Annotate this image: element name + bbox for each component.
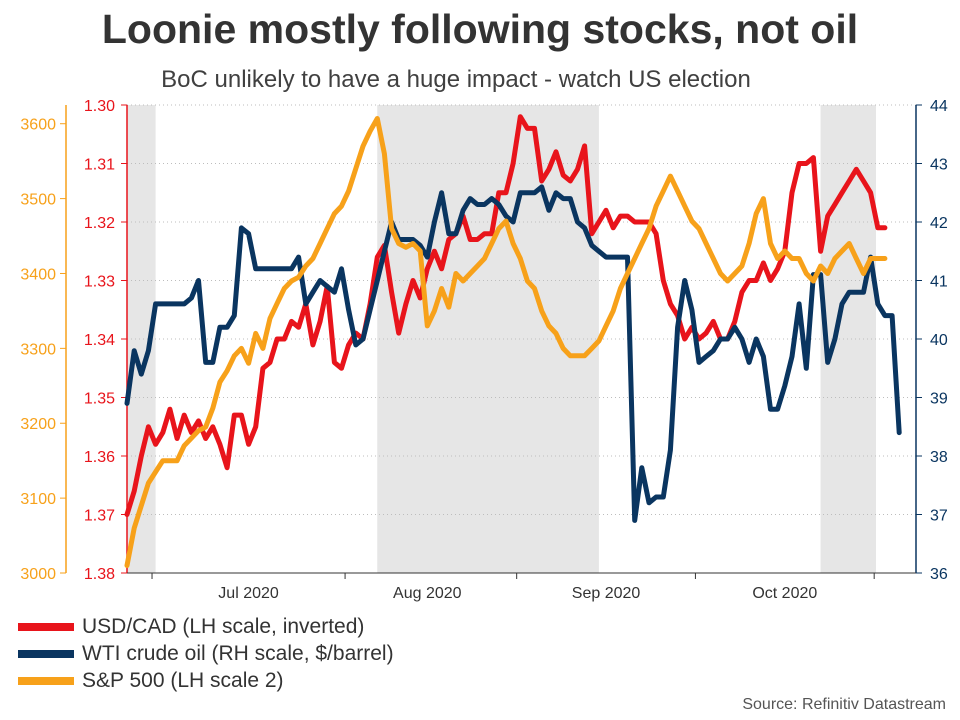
left2-tick-label-5: 3100 — [20, 491, 56, 508]
legend-item-sp500: S&P 500 (LH scale 2) — [18, 667, 394, 694]
legend-label-usdcad: USD/CAD (LH scale, inverted) — [82, 614, 365, 638]
legend-swatch-usdcad — [18, 622, 74, 631]
right-tick-label-5: 39 — [930, 391, 948, 408]
shaded-band-1 — [377, 105, 599, 573]
left2-tick-label-6: 3000 — [20, 566, 56, 583]
left2-tick-label-4: 3200 — [20, 416, 56, 433]
left-tick-label-6: 1.36 — [84, 449, 115, 466]
series-line-sp500 — [124, 116, 888, 568]
left2-tick-label-0: 3600 — [20, 117, 56, 134]
left-tick-label-3: 1.33 — [84, 274, 115, 291]
left-tick-label-8: 1.38 — [84, 566, 115, 583]
left2-tick-label-3: 3300 — [20, 341, 56, 358]
right-tick-label-0: 44 — [930, 98, 948, 115]
left-tick-label-0: 1.30 — [84, 98, 115, 115]
x-tick-label-3: Oct 2020 — [752, 585, 817, 602]
legend-label-sp500: S&P 500 (LH scale 2) — [82, 668, 284, 692]
left-tick-label-4: 1.34 — [84, 332, 115, 349]
right-tick-label-3: 41 — [930, 274, 948, 291]
left-tick-label-5: 1.35 — [84, 391, 115, 408]
legend-item-wti: WTI crude oil (RH scale, $/barrel) — [18, 640, 394, 667]
left2-tick-label-2: 3400 — [20, 266, 56, 283]
left-tick-label-7: 1.37 — [84, 508, 115, 525]
right-tick-label-2: 42 — [930, 215, 948, 232]
legend-label-wti: WTI crude oil (RH scale, $/barrel) — [82, 641, 394, 665]
right-tick-label-1: 43 — [930, 157, 948, 174]
right-tick-label-6: 38 — [930, 449, 948, 466]
left2-tick-label-1: 3500 — [20, 192, 56, 209]
left-tick-label-1: 1.31 — [84, 157, 115, 174]
x-tick-label-1: Aug 2020 — [393, 585, 462, 602]
x-tick-label-0: Jul 2020 — [218, 585, 279, 602]
legend: USD/CAD (LH scale, inverted) WTI crude o… — [18, 613, 394, 694]
series-line-wti — [124, 184, 902, 523]
legend-swatch-wti — [18, 649, 74, 658]
series-line-usdcad — [124, 114, 888, 517]
legend-item-usdcad: USD/CAD (LH scale, inverted) — [18, 613, 394, 640]
right-tick-label-7: 37 — [930, 508, 948, 525]
right-tick-label-4: 40 — [930, 332, 948, 349]
right-tick-label-8: 36 — [930, 566, 948, 583]
left-tick-label-2: 1.32 — [84, 215, 115, 232]
chart-subtitle: BoC unlikely to have a huge impact - wat… — [161, 66, 751, 93]
source-note: Source: Refinitiv Datastream — [742, 696, 946, 713]
x-tick-label-2: Sep 2020 — [572, 585, 641, 602]
chart-title: Loonie mostly following stocks, not oil — [101, 6, 859, 52]
legend-swatch-sp500 — [18, 676, 74, 685]
